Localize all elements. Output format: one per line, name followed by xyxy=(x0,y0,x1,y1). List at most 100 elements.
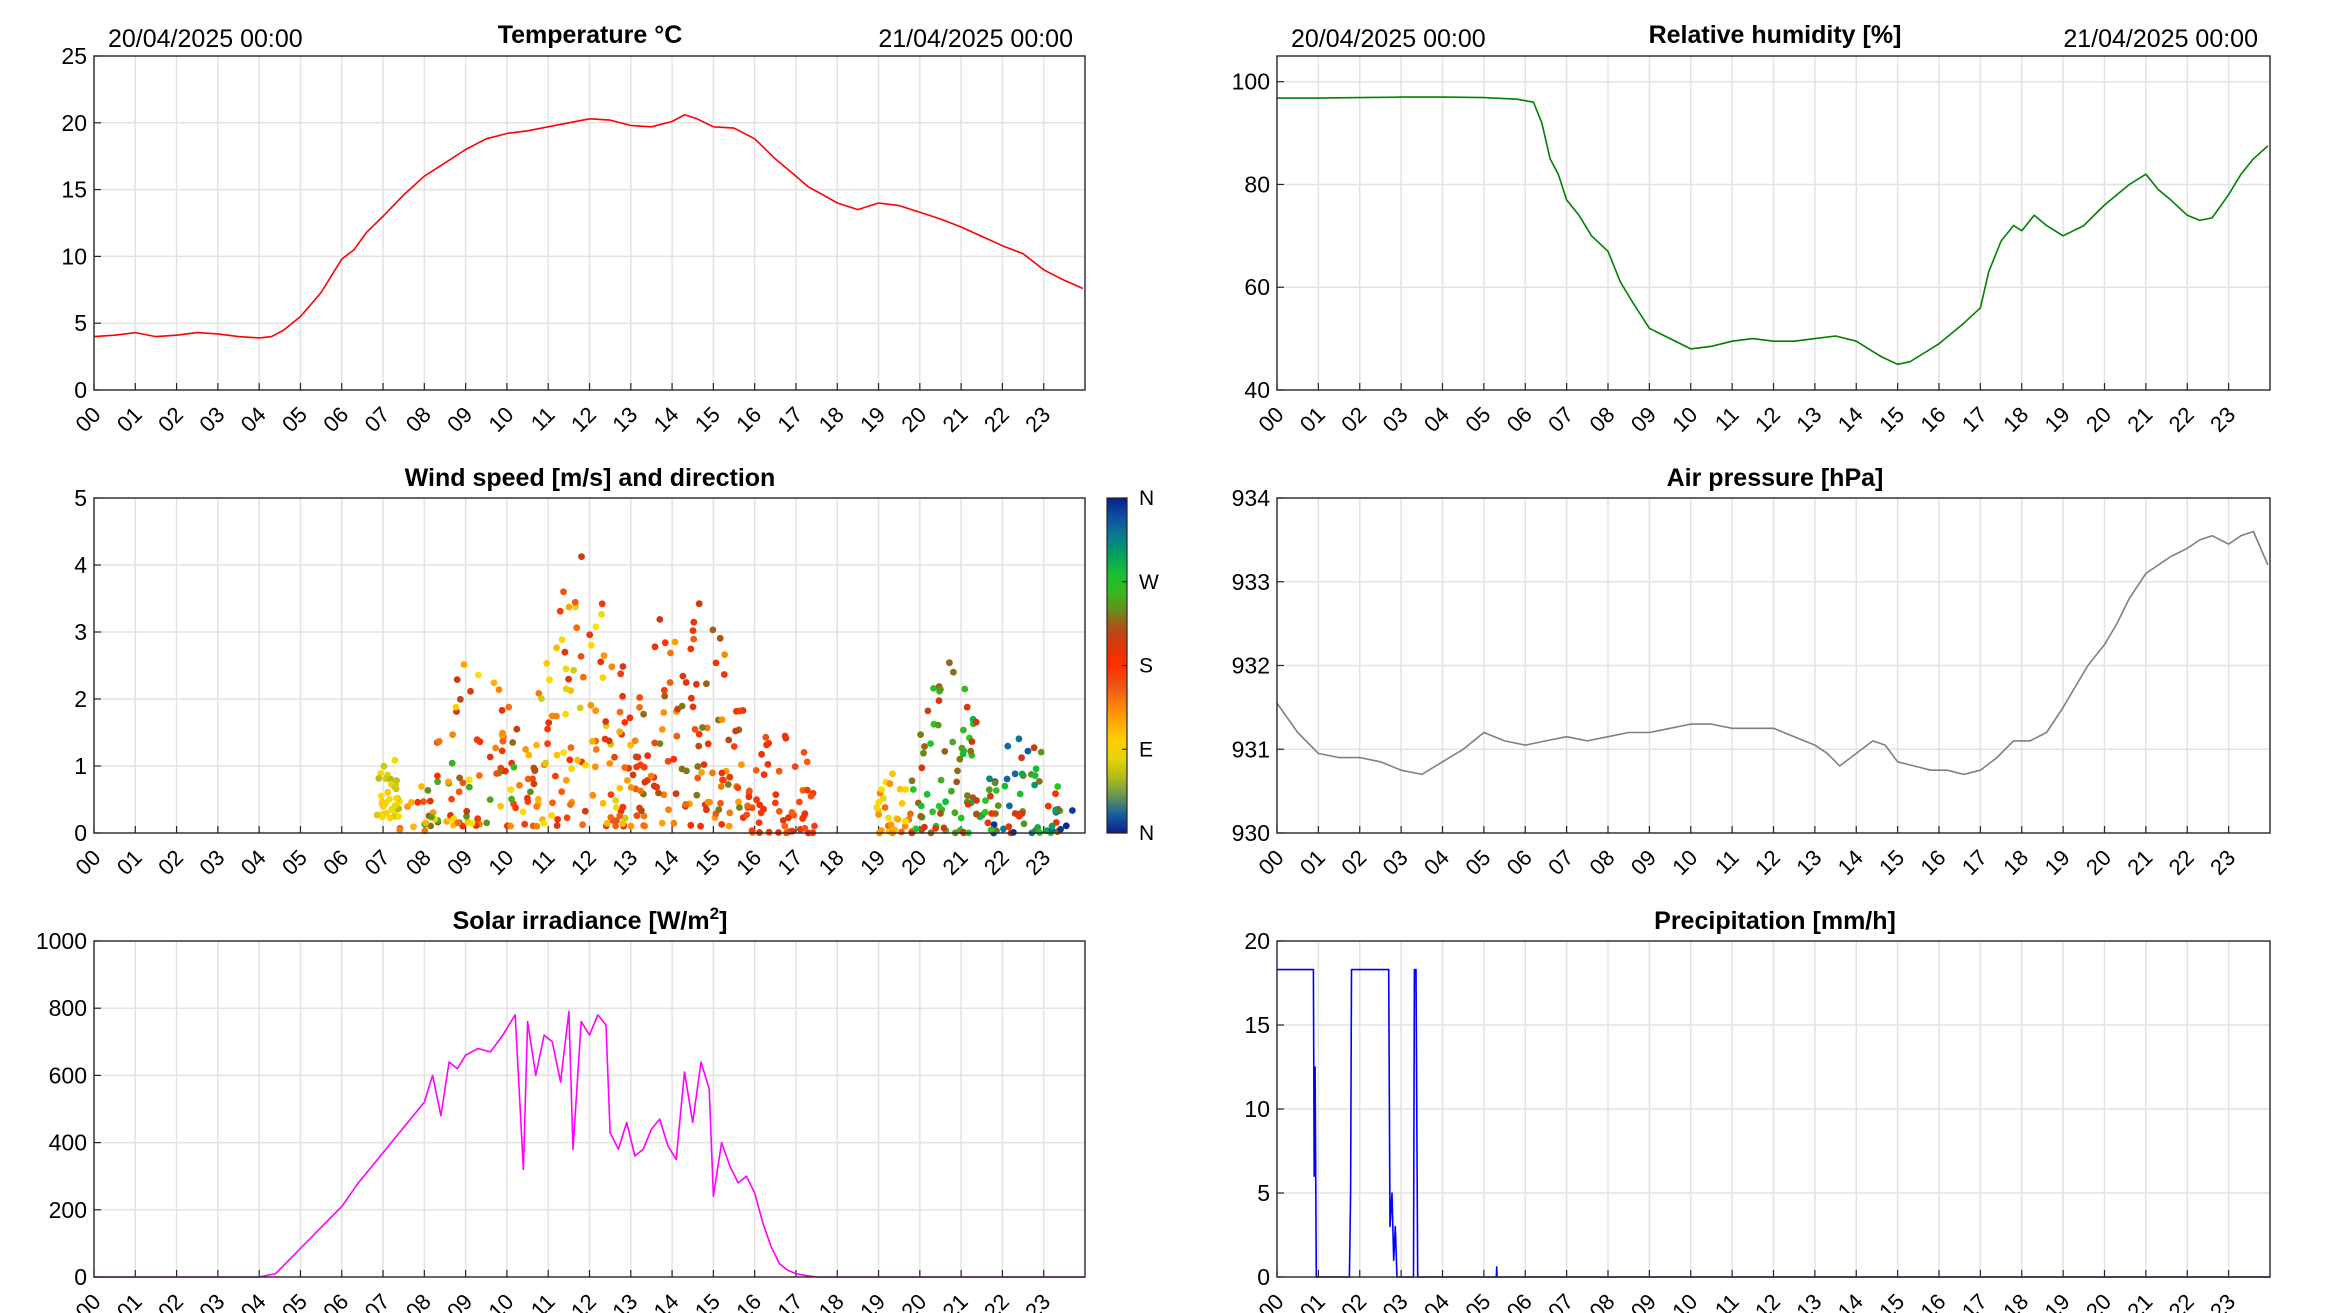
wind-point xyxy=(396,826,404,834)
precipitation-y-tick-label: 15 xyxy=(1244,1012,1270,1038)
wind-point xyxy=(972,718,980,726)
wind-point xyxy=(948,787,955,795)
wind-point xyxy=(1054,783,1062,790)
wind-point xyxy=(521,820,529,828)
wind-point xyxy=(571,598,579,606)
wind-point xyxy=(573,624,581,632)
wind-point xyxy=(885,814,892,822)
wind-point xyxy=(873,804,881,811)
wind-point xyxy=(653,783,660,791)
solar-y-tick-label: 800 xyxy=(49,995,87,1021)
wind-point xyxy=(762,733,770,741)
wind-point xyxy=(1011,810,1019,817)
wind-point xyxy=(687,821,695,829)
wind-point xyxy=(627,822,635,830)
wind-point xyxy=(964,792,971,799)
wind-point xyxy=(898,828,905,836)
wind-point xyxy=(690,618,698,626)
pressure-grid xyxy=(1277,498,2270,833)
solar-y-tick-label: 600 xyxy=(49,1062,87,1088)
wind-point xyxy=(724,781,732,788)
wind-point xyxy=(755,819,763,826)
wind-point xyxy=(386,795,393,803)
wind-point xyxy=(463,807,471,815)
wind-point xyxy=(1005,823,1013,831)
wind-point xyxy=(963,703,971,711)
wind-point xyxy=(992,787,1000,794)
wind-point xyxy=(535,690,543,697)
wind-point xyxy=(640,710,647,718)
wind-point xyxy=(516,781,523,789)
wind-point xyxy=(1006,802,1013,810)
wind-point xyxy=(937,686,944,693)
wind-point xyxy=(578,553,585,560)
wind-point xyxy=(1020,820,1028,828)
wind-point xyxy=(660,791,668,799)
wind-point xyxy=(697,822,704,830)
wind-point xyxy=(524,794,531,802)
wind-point xyxy=(935,697,943,704)
wind-point xyxy=(1035,778,1043,785)
wind-point xyxy=(932,825,939,832)
wind-point xyxy=(689,627,697,634)
wind-point xyxy=(616,784,624,792)
wind-point xyxy=(562,665,570,673)
wind-point xyxy=(920,749,927,757)
wind-point xyxy=(637,787,644,795)
colorbar-label: E xyxy=(1139,738,1153,761)
wind-point xyxy=(959,750,967,758)
wind-point xyxy=(422,819,430,827)
wind-y-tick-label: 5 xyxy=(74,485,87,511)
wind-point xyxy=(627,784,635,791)
wind-point xyxy=(988,810,995,817)
wind-point xyxy=(661,639,669,647)
wind-point xyxy=(434,772,441,780)
wind-point xyxy=(427,813,435,821)
wind-point xyxy=(544,740,551,748)
humidity-axes-box xyxy=(1276,55,2271,391)
wind-point xyxy=(981,808,989,816)
wind-point xyxy=(597,658,605,666)
wind-grid xyxy=(94,498,1085,833)
wind-point xyxy=(465,776,473,784)
wind-point xyxy=(1000,825,1007,833)
wind-point xyxy=(476,772,483,779)
wind-point xyxy=(616,812,624,820)
wind-point xyxy=(811,822,818,830)
wind-point xyxy=(655,789,662,797)
wind-point xyxy=(725,822,733,830)
wind-point xyxy=(1018,770,1026,778)
wind-point xyxy=(730,743,738,750)
temperature-grid xyxy=(94,56,1085,390)
wind-point xyxy=(563,814,571,822)
wind-point xyxy=(586,631,594,639)
wind-point xyxy=(764,761,772,768)
wind-point xyxy=(509,739,517,746)
wind-point xyxy=(678,702,686,710)
humidity-panel: 20/04/2025 00:00 Relative humidity [%] 2… xyxy=(1232,21,2271,437)
wind-point xyxy=(670,755,678,763)
wind-point xyxy=(448,795,455,803)
wind-point xyxy=(666,679,674,686)
wind-point xyxy=(1001,782,1009,790)
wind-point xyxy=(621,719,629,726)
wind-point xyxy=(682,800,690,808)
wind-point xyxy=(600,652,608,659)
wind-point xyxy=(592,707,599,715)
wind-point xyxy=(611,753,618,761)
wind-point xyxy=(918,764,926,772)
wind-point xyxy=(619,820,627,827)
wind-point xyxy=(756,801,764,809)
wind-point xyxy=(715,806,723,813)
wind-point xyxy=(435,738,443,745)
wind-point xyxy=(468,820,476,827)
temperature-y-tick-label: 10 xyxy=(61,243,87,269)
wind-point xyxy=(533,741,540,749)
wind-point xyxy=(512,804,519,812)
wind-point xyxy=(704,740,712,748)
wind-point xyxy=(709,626,717,634)
wind-point xyxy=(426,797,434,805)
wind-point xyxy=(719,776,726,784)
colorbar-label: W xyxy=(1139,571,1159,594)
wind-point xyxy=(917,812,925,820)
